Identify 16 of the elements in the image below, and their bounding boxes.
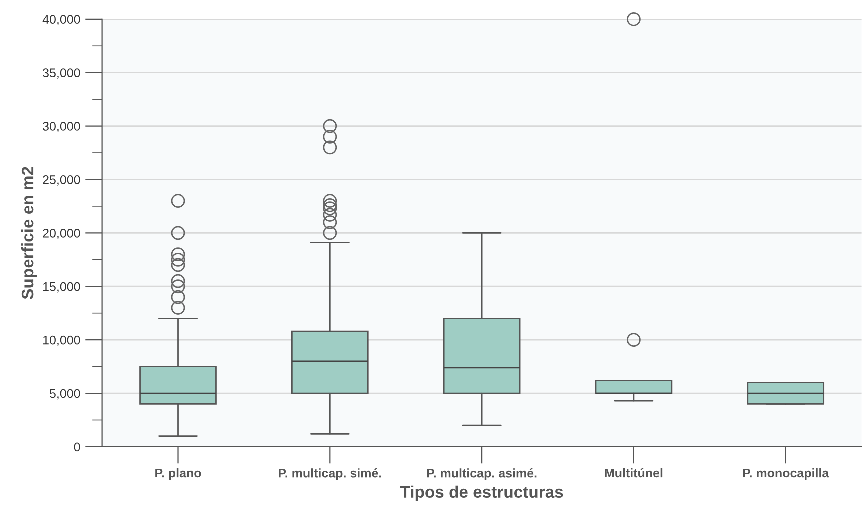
y-tick-label: 35,000 [43, 68, 80, 79]
y-tick-label: 10,000 [44, 336, 80, 346]
y-axis-title: Superficie en m2 [21, 167, 37, 300]
y-tick-label: 20,000 [43, 228, 80, 240]
y-tick-label: 0 [74, 442, 80, 452]
y-tick-label: 40,000 [42, 15, 80, 26]
y-tick-label: 5,000 [50, 389, 80, 400]
y-tick-label: 30,000 [43, 122, 80, 132]
x-tick-label: P. monocapilla [743, 468, 830, 480]
y-tick-label: 15,000 [44, 282, 80, 293]
y-tick-label: 25,000 [43, 176, 80, 186]
x-tick-label: Multitúnel [605, 468, 663, 478]
x-tick-label: P. multicap. simé. [279, 468, 382, 480]
x-tick-label: P. multicap. asimé. [427, 468, 537, 480]
x-axis-title: Tipos de estructuras [400, 486, 564, 502]
x-tick-label: P. plano [156, 468, 202, 480]
